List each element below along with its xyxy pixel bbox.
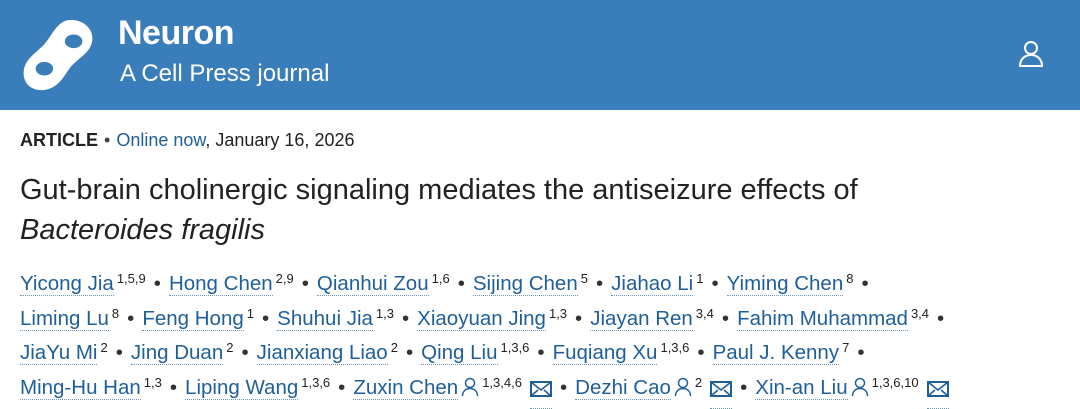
- affiliation-numbers[interactable]: 5: [581, 271, 588, 286]
- affiliation-numbers[interactable]: 2,9: [276, 271, 294, 286]
- affiliation-numbers[interactable]: 2: [100, 340, 107, 355]
- affiliation-numbers[interactable]: 8: [846, 271, 853, 286]
- profile-icon[interactable]: [851, 374, 869, 409]
- journal-name[interactable]: Neuron: [118, 14, 234, 53]
- article-title: Gut-brain cholinergic signaling mediates…: [20, 170, 1060, 250]
- affiliation-numbers[interactable]: 1: [247, 306, 254, 321]
- affiliation-numbers[interactable]: 1,6: [432, 271, 450, 286]
- author-separator: •: [560, 376, 567, 399]
- author-separator: •: [596, 272, 603, 295]
- author-separator: •: [857, 341, 864, 364]
- author-separator: •: [127, 307, 134, 330]
- affiliation-numbers[interactable]: 3,4: [911, 306, 929, 321]
- site-header: Neuron A Cell Press journal: [0, 0, 1080, 110]
- author-separator: •: [116, 341, 123, 364]
- author-link[interactable]: Xiaoyuan Jing: [417, 307, 546, 331]
- affiliation-numbers[interactable]: 1,3,6: [501, 340, 530, 355]
- author-separator: •: [937, 307, 944, 330]
- online-now-link[interactable]: Online now: [116, 130, 205, 150]
- author-link[interactable]: JiaYu Mi: [20, 341, 97, 365]
- author-separator: •: [711, 272, 718, 295]
- author-link[interactable]: Zuxin Chen: [353, 376, 458, 400]
- author-separator: •: [170, 376, 177, 399]
- affiliation-numbers[interactable]: 1,3: [549, 306, 567, 321]
- author-link[interactable]: Jing Duan: [131, 341, 223, 365]
- affiliation-numbers[interactable]: 1,3: [144, 375, 162, 390]
- author-link[interactable]: Jianxiang Liao: [257, 341, 388, 365]
- title-italic: Bacteroides fragilis: [20, 214, 265, 246]
- author-separator: •: [537, 341, 544, 364]
- profile-icon[interactable]: [674, 374, 692, 409]
- author-separator: •: [302, 272, 309, 295]
- author-separator: •: [402, 307, 409, 330]
- affiliation-numbers[interactable]: 1,3,6: [660, 340, 689, 355]
- author-separator: •: [154, 272, 161, 295]
- author-link[interactable]: Fuqiang Xu: [553, 341, 658, 365]
- title-main: Gut-brain cholinergic signaling mediates…: [20, 174, 858, 206]
- author-link[interactable]: Hong Chen: [169, 272, 273, 296]
- author-link[interactable]: Jiahao Li: [611, 272, 693, 296]
- user-icon[interactable]: [1018, 40, 1044, 68]
- affiliation-numbers[interactable]: 1,3: [376, 306, 394, 321]
- affiliation-numbers[interactable]: 1: [696, 271, 703, 286]
- article-meta: ARTICLE • Online now, January 16, 2026: [20, 130, 354, 151]
- author-separator: •: [458, 272, 465, 295]
- author-link[interactable]: Qianhui Zou: [317, 272, 429, 296]
- author-separator: •: [740, 376, 747, 399]
- cell-press-logo-icon[interactable]: [20, 16, 98, 94]
- affiliation-numbers[interactable]: 7: [842, 340, 849, 355]
- author-link[interactable]: Liping Wang: [185, 376, 298, 400]
- affiliation-numbers[interactable]: 8: [112, 306, 119, 321]
- author-link[interactable]: Fahim Muhammad: [737, 307, 908, 331]
- author-link[interactable]: Qing Liu: [421, 341, 497, 365]
- affiliation-numbers[interactable]: 3,4: [696, 306, 714, 321]
- author-link[interactable]: Liming Lu: [20, 307, 109, 331]
- affiliation-numbers[interactable]: 2: [226, 340, 233, 355]
- author-separator: •: [697, 341, 704, 364]
- author-link[interactable]: Ming-Hu Han: [20, 376, 141, 400]
- profile-icon[interactable]: [461, 374, 479, 409]
- affiliation-numbers[interactable]: 2: [391, 340, 398, 355]
- author-separator: •: [262, 307, 269, 330]
- author-separator: •: [338, 376, 345, 399]
- affiliation-numbers[interactable]: 1,3,4,6: [482, 375, 522, 390]
- author-separator: •: [406, 341, 413, 364]
- journal-subtitle: A Cell Press journal: [120, 60, 329, 88]
- affiliation-numbers[interactable]: 2: [695, 375, 702, 390]
- affiliation-numbers[interactable]: 1,5,9: [117, 271, 146, 286]
- author-link[interactable]: Sijing Chen: [473, 272, 578, 296]
- meta-separator: •: [104, 130, 110, 150]
- author-link[interactable]: Yicong Jia: [20, 272, 114, 296]
- publication-date: , January 16, 2026: [205, 130, 354, 150]
- author-link[interactable]: Yiming Chen: [727, 272, 844, 296]
- author-link[interactable]: Xin-an Liu: [755, 376, 847, 400]
- author-separator: •: [241, 341, 248, 364]
- author-link[interactable]: Dezhi Cao: [575, 376, 671, 400]
- author-separator: •: [722, 307, 729, 330]
- author-link[interactable]: Paul J. Kenny: [713, 341, 840, 365]
- affiliation-numbers[interactable]: 1,3,6: [301, 375, 330, 390]
- article-type: ARTICLE: [20, 130, 98, 150]
- affiliation-numbers[interactable]: 1,3,6,10: [872, 375, 919, 390]
- author-separator: •: [861, 272, 868, 295]
- author-link[interactable]: Shuhui Jia: [277, 307, 373, 331]
- author-separator: •: [575, 307, 582, 330]
- author-link[interactable]: Feng Hong: [142, 307, 243, 331]
- author-link[interactable]: Jiayan Ren: [590, 307, 693, 331]
